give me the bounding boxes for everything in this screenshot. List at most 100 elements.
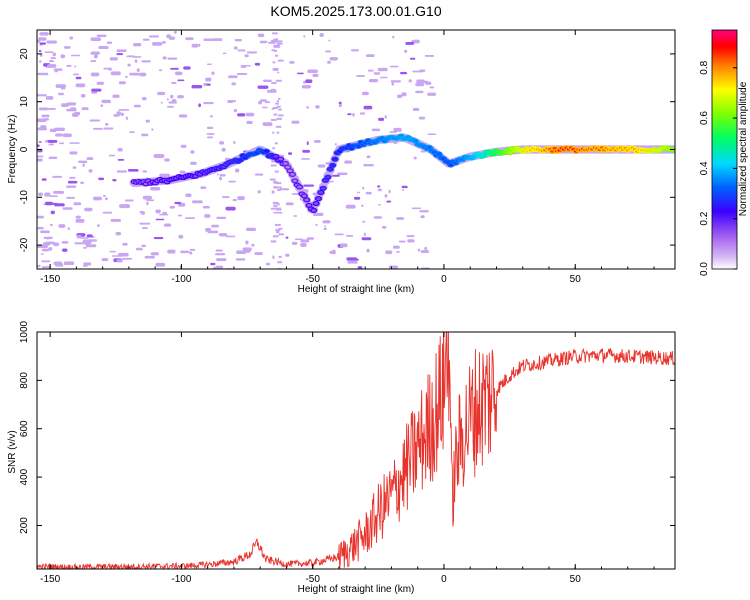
heatmap-noise-cell — [274, 223, 281, 226]
heatmap-noise-cell — [388, 265, 399, 269]
heatmap-noise-cell — [211, 71, 215, 75]
heatmap-noise-cell — [352, 113, 355, 117]
heatmap-noise-cell — [117, 159, 125, 161]
heatmap-noise-cell — [157, 91, 166, 96]
heatmap-noise-cell — [216, 173, 219, 176]
heatmap-noise-cell — [76, 234, 82, 239]
heatmap-noise-cell — [159, 173, 170, 178]
heatmap-noise-cell — [271, 190, 275, 194]
x-tick-label: -150 — [40, 574, 60, 585]
heatmap-noise-cell — [272, 201, 279, 204]
heatmap-noise-cell — [319, 33, 324, 37]
heatmap-noise-cell — [69, 151, 78, 155]
heatmap-noise-cell — [54, 127, 65, 131]
heatmap-ridge-core — [320, 187, 326, 190]
heatmap-noise-cell — [87, 239, 97, 242]
heatmap-noise-cell — [80, 181, 85, 184]
heatmap-noise-cell — [266, 262, 271, 266]
heatmap-noise-cell — [228, 180, 236, 183]
heatmap-noise-cell — [272, 38, 278, 41]
heatmap-noise-cell — [96, 81, 105, 85]
heatmap-ridge-core — [283, 162, 288, 165]
heatmap-noise-cell — [327, 60, 331, 64]
heatmap-noise-cell — [155, 209, 161, 214]
heatmap-noise-cell — [206, 133, 215, 135]
heatmap-noise-cell — [272, 131, 275, 134]
heatmap-noise-cell — [427, 92, 437, 96]
heatmap-noise-cell — [412, 107, 420, 112]
heatmap-noise-cell — [218, 233, 228, 237]
heatmap-noise-cell — [37, 264, 41, 268]
heatmap-noise-cell — [50, 57, 56, 60]
heatmap-noise-cell — [276, 105, 281, 108]
heatmap-noise-cell — [91, 90, 98, 94]
heatmap-noise-cell — [267, 41, 276, 44]
heatmap-noise-cell — [269, 178, 276, 181]
heatmap-noise-cell — [44, 51, 54, 53]
heatmap-noise-cell — [78, 160, 88, 163]
colorbar-label: Normalized spectral amplitude — [738, 81, 749, 216]
heatmap-noise-cell — [37, 94, 47, 97]
heatmap-noise-cell — [222, 196, 230, 198]
heatmap-noise-cell — [271, 82, 277, 85]
heatmap-noise-cell — [167, 57, 178, 60]
heatmap-noise-cell — [75, 76, 82, 80]
heatmap-noise-cell — [272, 147, 275, 150]
heatmap-noise-cell — [227, 100, 234, 104]
heatmap-noise-cell — [141, 133, 149, 137]
heatmap-noise-cell — [38, 37, 47, 41]
heatmap-noise-cell — [275, 208, 282, 211]
heatmap-noise-cell — [334, 233, 344, 236]
heatmap-noise-cell — [116, 259, 123, 263]
heatmap-noise-cell — [67, 227, 71, 230]
heatmap-noise-cell — [306, 106, 309, 109]
heatmap-noise-cell — [417, 248, 421, 252]
heatmap-noise-cell — [198, 103, 201, 108]
heatmap-noise-cell — [62, 207, 73, 210]
heatmap-noise-cell — [278, 97, 281, 100]
heatmap-noise-cell — [118, 81, 126, 85]
heatmap-noise-cell — [203, 101, 214, 105]
heatmap-noise-cell — [328, 39, 331, 42]
heatmap-noise-cell — [142, 38, 150, 41]
heatmap-ridge-core — [285, 165, 290, 169]
heatmap-noise-cell — [170, 94, 174, 99]
heatmap-noise-cell — [297, 72, 304, 75]
heatmap-noise-cell — [39, 42, 46, 45]
heatmap-noise-cell — [415, 90, 424, 94]
heatmap-noise-cell — [97, 224, 100, 228]
heatmap-noise-cell — [276, 42, 283, 45]
heatmap-noise-cell — [254, 62, 261, 66]
heatmap-noise-cell — [103, 67, 112, 70]
heatmap-noise-cell — [116, 111, 121, 115]
heatmap-noise-cell — [106, 41, 113, 44]
colorbar-tick-label: 0.2 — [699, 211, 710, 225]
heatmap-noise-cell — [134, 59, 138, 63]
heatmap-noise-cell — [72, 166, 77, 169]
heatmap-noise-cell — [37, 215, 44, 219]
heatmap-noise-cell — [44, 192, 51, 197]
heatmap-noise-cell — [55, 265, 63, 267]
heatmap-noise-cell — [191, 200, 203, 204]
heatmap-noise-cell — [82, 163, 85, 168]
heatmap-noise-cell — [277, 189, 281, 192]
heatmap-ridge-core — [292, 179, 298, 183]
snr-plot-area — [37, 332, 675, 569]
heatmap-noise-cell — [47, 140, 58, 143]
heatmap-noise-cell — [371, 128, 381, 132]
heatmap-noise-cell — [274, 170, 279, 173]
heatmap-noise-cell — [112, 94, 120, 98]
heatmap-noise-cell — [285, 253, 290, 257]
x-tick-label: -100 — [171, 574, 191, 585]
heatmap-noise-cell — [246, 120, 253, 125]
heatmap-noise-cell — [303, 35, 306, 38]
heatmap-noise-cell — [271, 49, 275, 52]
heatmap-noise-cell — [251, 243, 255, 247]
heatmap-noise-cell — [66, 64, 72, 68]
heatmap-noise-cell — [363, 164, 374, 167]
heatmap-noise-cell — [206, 126, 214, 130]
heatmap-noise-cell — [236, 73, 248, 76]
heatmap-noise-cell — [361, 204, 364, 207]
heatmap-noise-cell — [353, 196, 361, 200]
heatmap-noise-cell — [142, 195, 152, 200]
